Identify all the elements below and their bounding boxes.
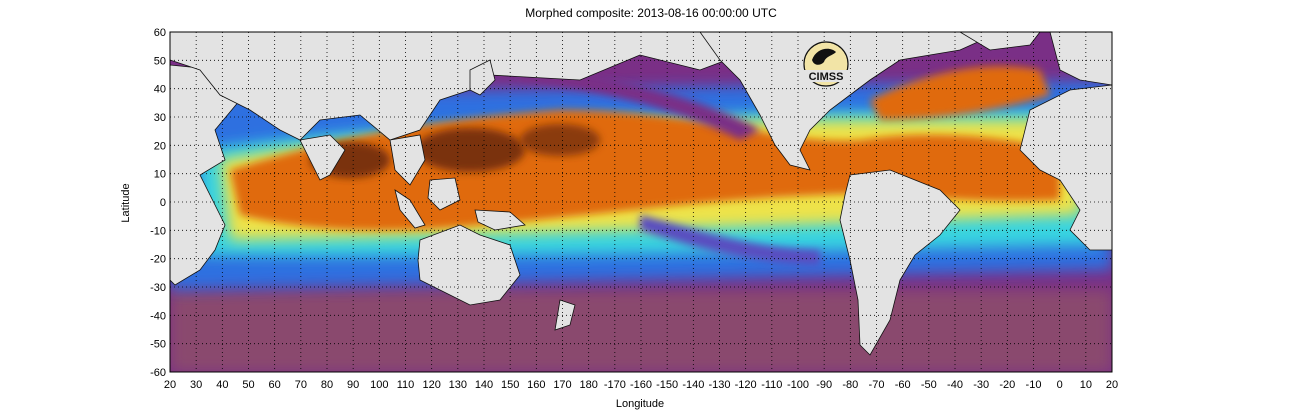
x-tick-label: -110 [761,379,782,391]
x-tick-label: 30 [190,379,202,391]
x-tick-label: -160 [630,379,652,391]
x-tick-label: 60 [269,379,281,391]
x-tick-label: 120 [422,379,440,391]
x-tick-label: 160 [527,379,545,391]
x-tick-label: -10 [1026,379,1042,391]
x-tick-label: -100 [787,379,809,391]
x-tick-label: 140 [475,379,493,391]
new-guinea [474,209,526,231]
cimss-logo: CIMSS [802,41,850,87]
y-tick-label: -10 [150,225,166,237]
new-zealand [554,299,576,331]
north-america [699,32,1001,171]
y-tick-label: -50 [150,339,166,351]
y-tick-label: -40 [150,310,166,322]
y-tick-label: 60 [154,27,166,39]
india [299,134,346,181]
x-tick-label: 170 [553,379,571,391]
x-tick-label: -40 [947,379,963,391]
x-tick-label: 20 [1106,379,1118,391]
x-tick-label: 180 [579,379,597,391]
x-tick-label: -60 [895,379,911,391]
y-tick-label: 10 [154,169,166,181]
greenland [959,32,1041,51]
borneo [427,177,461,211]
x-axis-label: Longitude [615,398,665,410]
x-tick-label: -20 [999,379,1015,391]
x-tick-label: -130 [708,379,730,391]
eurasia [170,32,741,141]
x-tick-label: 20 [164,379,176,391]
x-tick-label: -90 [816,379,832,391]
logo-text: CIMSS [809,71,844,83]
x-tick-label: -140 [682,379,704,391]
x-tick-label: -70 [869,379,885,391]
y-tick-label: 0 [160,197,166,209]
x-tick-label: 10 [1080,379,1092,391]
x-tick-label: 50 [242,379,254,391]
x-tick-label: -150 [656,379,678,391]
x-tick-label: -170 [604,379,626,391]
y-tick-label: -20 [150,254,166,266]
x-tick-label: -80 [842,379,858,391]
y-tick-label: 50 [154,55,166,67]
grid-lines [170,32,1112,372]
y-tick-label: 20 [154,140,166,152]
x-tick-label: 100 [370,379,388,391]
y-tick-label: 30 [154,112,166,124]
tick-labels: 20 30 40 50 60 70 80 90 100 110 120 130 140 150 160 170… [150,27,1118,391]
x-tick-label: 90 [347,379,359,391]
x-tick-label: -120 [735,379,757,391]
y-tick-label: -30 [150,282,166,294]
south-america [839,169,961,356]
x-tick-label: 110 [397,379,415,391]
europe [1049,32,1112,86]
x-tick-label: -30 [973,379,989,391]
x-tick-label: 130 [449,379,467,391]
se-asia [389,134,426,186]
x-tick-label: 40 [216,379,228,391]
x-tick-label: 70 [295,379,307,391]
y-tick-label: -60 [150,367,166,379]
plot-title: Morphed composite: 2013-08-16 00:00:00 U… [525,6,777,20]
x-tick-label: -50 [921,379,937,391]
x-tick-label: 80 [321,379,333,391]
x-tick-label: 150 [501,379,519,391]
australia [417,224,521,306]
x-tick-label: 0 [1057,379,1063,391]
y-tick-label: 40 [154,84,166,96]
plot-frame [169,31,1113,373]
japan [469,59,496,96]
sumatra [394,189,426,229]
